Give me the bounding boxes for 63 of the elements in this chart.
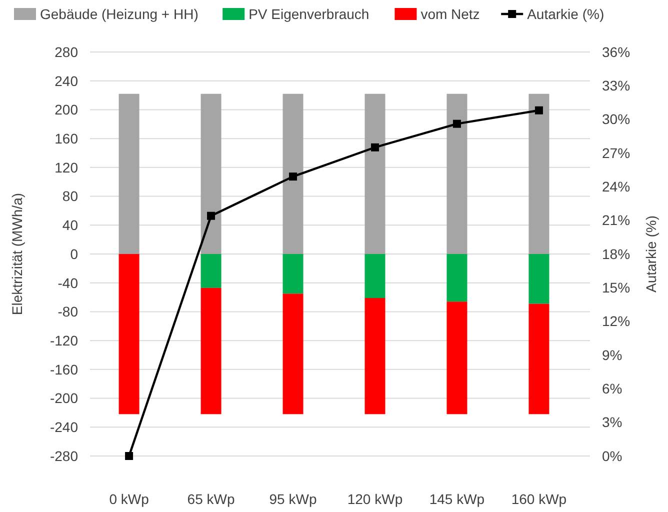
y-tick-label: -240 bbox=[50, 419, 78, 436]
y-tick-label: 240 bbox=[54, 72, 78, 89]
y-tick-label: 0 bbox=[70, 246, 78, 262]
y2-tick-label: 15% bbox=[602, 280, 630, 296]
y-tick-label: 80 bbox=[62, 188, 78, 204]
point bbox=[207, 212, 216, 220]
y2-tick-label: 3% bbox=[602, 414, 622, 430]
bar bbox=[528, 94, 550, 254]
y2-tick-label: 30% bbox=[602, 111, 630, 128]
y2-tick-label: 33% bbox=[602, 78, 630, 94]
y-tick-label: 120 bbox=[54, 159, 78, 176]
bar bbox=[446, 302, 468, 414]
x-tick-label: 160 kWp bbox=[511, 491, 567, 507]
y2-axis-title: Autarkie (%) bbox=[643, 215, 659, 293]
point bbox=[125, 452, 134, 460]
bar bbox=[364, 94, 386, 254]
bar bbox=[446, 94, 468, 254]
legend-label: Gebäude (Heizung + HH) bbox=[40, 6, 198, 22]
y-tick-label: -40 bbox=[58, 274, 78, 291]
bar bbox=[282, 94, 304, 254]
bar bbox=[200, 94, 222, 254]
bar bbox=[364, 298, 386, 414]
y-tick-label: 160 bbox=[54, 130, 78, 146]
y-tick-label: -200 bbox=[50, 390, 78, 406]
y-axis-title: Elektrizität (MWh/a) bbox=[9, 192, 25, 316]
y-tick-label: 40 bbox=[62, 217, 78, 234]
y-tick-label: -80 bbox=[58, 304, 78, 320]
y2-tick-label: 12% bbox=[602, 313, 630, 330]
legend-label: PV Eigenverbrauch bbox=[248, 6, 370, 22]
y2-tick-label: 6% bbox=[602, 380, 622, 397]
bar bbox=[282, 294, 304, 414]
bar bbox=[528, 304, 550, 414]
y2-tick-label: 27% bbox=[602, 144, 630, 161]
y2-tick-label: 18% bbox=[602, 246, 630, 262]
point bbox=[534, 106, 543, 114]
x-tick-label: 65 kWp bbox=[187, 491, 235, 507]
y-tick-label: 200 bbox=[54, 102, 78, 118]
bar bbox=[364, 254, 386, 298]
bar bbox=[282, 254, 304, 294]
x-tick-label: 0 kWp bbox=[109, 491, 150, 507]
y2-tick-label: 9% bbox=[602, 346, 622, 363]
y-tick-label: 280 bbox=[54, 44, 78, 60]
legend-label: Autarkie (%) bbox=[527, 6, 604, 22]
x-tick-label: 95 kWp bbox=[269, 491, 317, 507]
y-tick-label: -120 bbox=[50, 332, 78, 348]
point bbox=[452, 120, 461, 128]
x-tick-label: 145 kWp bbox=[429, 491, 485, 507]
legend-label: vom Netz bbox=[420, 6, 480, 22]
point bbox=[289, 172, 298, 181]
y2-tick-label: 0% bbox=[602, 448, 622, 464]
y2-tick-label: 21% bbox=[602, 212, 630, 228]
bar bbox=[528, 254, 550, 304]
bar bbox=[118, 94, 140, 254]
y-tick-label: -280 bbox=[50, 448, 78, 464]
bar bbox=[118, 254, 140, 414]
y2-tick-label: 24% bbox=[602, 178, 630, 195]
y-tick-label: -160 bbox=[50, 361, 78, 378]
point bbox=[370, 143, 379, 152]
y2-tick-label: 36% bbox=[602, 44, 630, 60]
bar bbox=[446, 254, 468, 302]
x-tick-label: 120 kWp bbox=[347, 491, 403, 507]
bar bbox=[200, 254, 222, 288]
bar bbox=[200, 288, 222, 414]
